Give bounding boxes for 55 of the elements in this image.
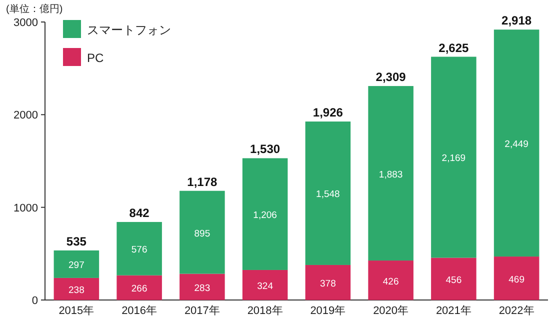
total-label: 842	[129, 206, 150, 220]
data-label: 2,449	[504, 139, 528, 150]
data-label: 1,548	[316, 189, 340, 200]
total-label: 1,530	[250, 142, 280, 156]
x-tick-label: 2020年	[373, 305, 409, 317]
bar	[180, 274, 225, 300]
bar	[305, 264, 351, 300]
bar	[54, 250, 100, 278]
bar	[431, 56, 476, 258]
data-label: 324	[257, 280, 273, 292]
total-label: 2,918	[502, 14, 532, 28]
bar	[116, 275, 162, 300]
legend-label: PC	[87, 51, 104, 65]
x-tick-label: 2019年	[310, 305, 346, 317]
data-label: 1,206	[253, 210, 277, 222]
data-label: 266	[131, 284, 148, 295]
data-label: 378	[320, 278, 336, 290]
data-label: 2,169	[442, 153, 466, 164]
data-label: 456	[446, 274, 462, 286]
total-label: 2,625	[438, 40, 470, 55]
bar	[494, 256, 540, 300]
x-tick-label: 2016年	[122, 305, 158, 317]
bar	[242, 270, 288, 300]
bar	[242, 158, 288, 270]
bar	[180, 190, 225, 274]
y-tick-label: 1000	[14, 202, 38, 214]
bar	[494, 30, 540, 257]
bar	[368, 86, 414, 261]
legend-label: スマートフォン	[87, 23, 171, 37]
bar	[116, 222, 162, 276]
x-tick-label: 2015年	[58, 305, 94, 317]
bar	[54, 278, 100, 300]
data-label: 238	[68, 284, 84, 296]
data-label: 297	[68, 260, 84, 272]
x-tick-label: 2021年	[436, 305, 472, 317]
x-tick-label: 2022年	[498, 305, 534, 317]
total-label: 2,309	[376, 70, 406, 84]
data-label: 1,883	[378, 169, 403, 180]
total-label: 535	[66, 234, 87, 248]
bar	[368, 260, 414, 300]
data-label: 576	[131, 244, 148, 256]
data-label: 469	[508, 274, 524, 286]
x-tick-label: 2018年	[247, 305, 283, 317]
y-tick-label: 3000	[14, 17, 38, 29]
x-tick-label: 2017年	[184, 305, 220, 317]
bar	[305, 122, 351, 265]
data-label: 426	[382, 276, 399, 288]
data-label: 283	[194, 282, 210, 294]
data-label: 895	[194, 228, 210, 240]
total-label: 1,178	[187, 174, 218, 189]
total-label: 1,926	[312, 106, 344, 120]
y-tick-label: 0	[32, 295, 38, 307]
y-tick-label: 2000	[14, 110, 38, 122]
y-axis-title: (単位：億円)	[6, 3, 63, 15]
bar	[431, 258, 476, 300]
